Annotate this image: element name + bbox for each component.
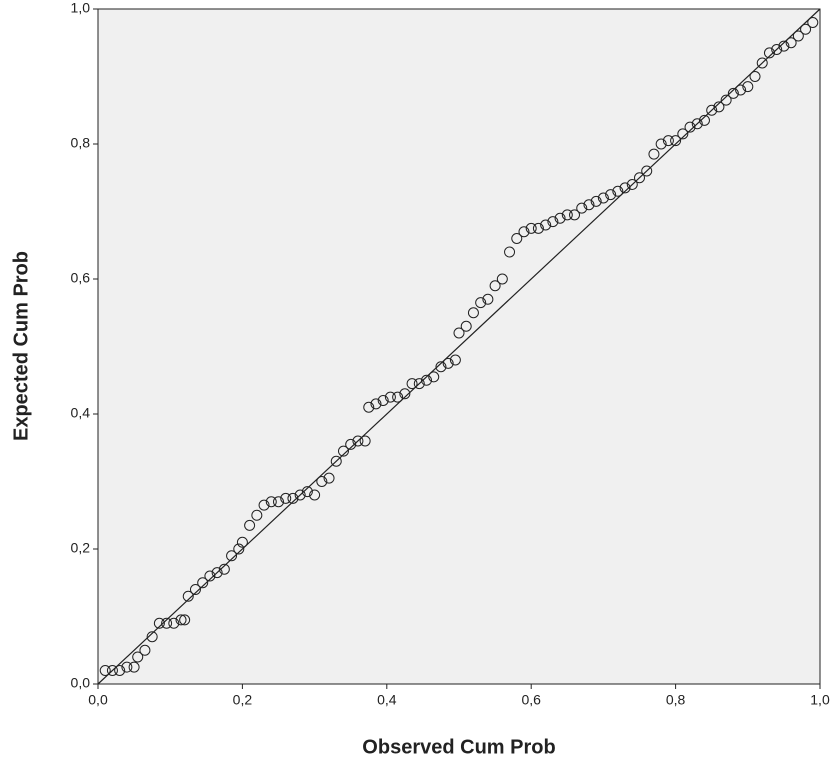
y-axis-title: Expected Cum Prob — [10, 251, 32, 441]
y-tick-label: 0,4 — [71, 405, 91, 421]
y-tick-label: 0,0 — [71, 675, 91, 691]
x-tick-label: 0,6 — [521, 692, 541, 708]
x-tick-label: 0,2 — [233, 692, 253, 708]
y-tick-label: 0,2 — [71, 540, 91, 556]
x-axis-title: Observed Cum Prob — [362, 736, 555, 758]
y-tick-label: 0,6 — [71, 270, 91, 286]
x-tick-label: 0,8 — [666, 692, 686, 708]
x-tick-label: 1,0 — [810, 692, 830, 708]
x-tick-label: 0,4 — [377, 692, 397, 708]
chart: Observed Cum Prob Expected Cum Prob 0,00… — [0, 0, 834, 763]
y-tick-label: 1,0 — [71, 0, 91, 16]
x-tick-label: 0,0 — [88, 692, 108, 708]
y-tick-label: 0,8 — [71, 135, 91, 151]
